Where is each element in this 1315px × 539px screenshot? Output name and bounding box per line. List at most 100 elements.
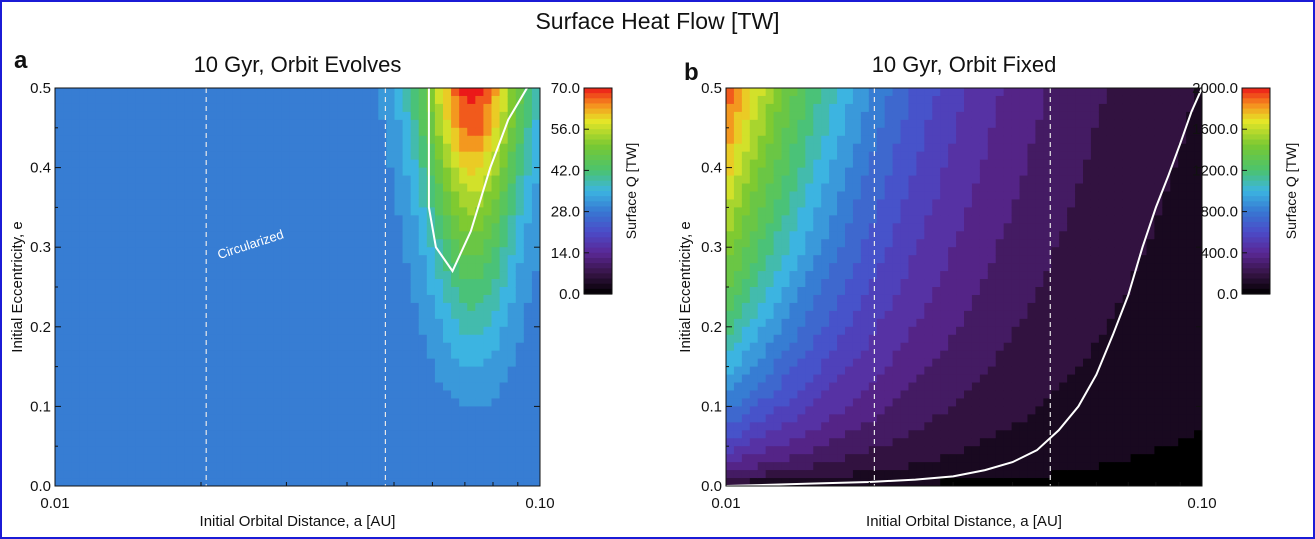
heatmap-cell [281, 159, 291, 169]
heatmap-cell [837, 127, 846, 137]
heatmap-cell [329, 287, 339, 296]
heatmap-cell [184, 167, 194, 177]
heatmap-cell [160, 398, 169, 407]
heatmap-cell [1011, 294, 1021, 304]
heatmap-cell [531, 294, 540, 304]
heatmap-cell [434, 231, 444, 240]
heatmap-cell [451, 231, 460, 240]
heatmap-cell [337, 263, 347, 272]
heatmap-cell [852, 271, 862, 280]
heatmap-cell [224, 454, 234, 463]
heatmap-cell [876, 127, 886, 137]
heatmap-cell [892, 279, 902, 288]
heatmap-cell [813, 199, 822, 208]
heatmap-cell [523, 239, 533, 248]
heatmap-cell [507, 470, 517, 479]
heatmap-cell [443, 199, 452, 208]
heatmap-cell [868, 151, 878, 161]
heatmap-cell [443, 454, 452, 463]
heatmap-cell [805, 135, 814, 145]
heatmap-cell [354, 111, 363, 121]
heatmap-cell [821, 103, 830, 113]
heatmap-cell [232, 207, 242, 216]
heatmap-cell [499, 255, 509, 264]
heatmap-cell [192, 454, 202, 463]
heatmap-cell [507, 231, 517, 240]
heatmap-cell [79, 167, 88, 177]
heatmap-cell [378, 88, 388, 97]
heatmap-cell [781, 135, 791, 145]
heatmap-cell [531, 478, 540, 486]
heatmap-cell [892, 119, 902, 129]
heatmap-cell [79, 215, 88, 224]
heatmap-cell [741, 390, 751, 400]
heatmap-cell [523, 310, 533, 320]
heatmap-cell [908, 287, 917, 296]
heatmap-cell [531, 406, 540, 415]
heatmap-cell [924, 414, 933, 423]
heatmap-cell [789, 326, 798, 336]
heatmap-cell [208, 143, 218, 153]
heatmap-cell [200, 127, 210, 137]
heatmap-cell [273, 390, 282, 400]
heatmap-cell [757, 454, 767, 463]
heatmap-cell [160, 103, 169, 113]
heatmap-cell [483, 406, 493, 415]
heatmap-cell [515, 167, 525, 177]
heatmap-cell [995, 406, 1005, 415]
heatmap-cell [305, 263, 315, 272]
heatmap-cell [370, 446, 379, 455]
heatmap-cell [483, 350, 493, 360]
heatmap-cell [184, 334, 194, 344]
heatmap-cell [987, 231, 997, 240]
heatmap-cell [208, 310, 218, 320]
heatmap-cell [733, 430, 743, 439]
heatmap-cell [152, 95, 161, 105]
heatmap-cell [426, 334, 436, 344]
heatmap-cell [55, 183, 64, 193]
heatmap-cell [337, 382, 347, 392]
heatmap-cell [852, 263, 862, 272]
heatmap-cell [829, 438, 838, 447]
heatmap-cell [979, 159, 989, 169]
heatmap-cell [868, 334, 878, 344]
heatmap-cell [948, 398, 957, 407]
heatmap-cell [127, 207, 137, 216]
heatmap-cell [103, 366, 113, 376]
heatmap-cell [467, 358, 476, 368]
heatmap-cell [884, 422, 894, 431]
heatmap-cell [491, 159, 501, 169]
heatmap-cell [273, 223, 282, 232]
heatmap-cell [837, 175, 846, 185]
heatmap-cell [813, 350, 822, 360]
heatmap-cell [900, 279, 910, 288]
heatmap-cell [402, 159, 412, 169]
heatmap-cell [160, 446, 169, 455]
heatmap-cell [1011, 478, 1021, 486]
heatmap-cell [160, 231, 169, 240]
heatmap-cell [329, 398, 339, 407]
heatmap-cell [370, 167, 379, 177]
heatmap-cell [111, 358, 121, 368]
heatmap-cell [184, 446, 194, 455]
heatmap-cell [265, 183, 274, 193]
heatmap-cell [257, 390, 266, 400]
heatmap-cell [979, 302, 989, 312]
heatmap-cell [143, 215, 153, 224]
heatmap-cell [805, 366, 814, 376]
heatmap-cell [908, 207, 917, 216]
heatmap-cell [1019, 398, 1029, 407]
heatmap-cell [111, 231, 121, 240]
heatmap-cell [249, 422, 258, 431]
heatmap-cell [876, 111, 886, 121]
heatmap-cell [394, 279, 404, 288]
heatmap-cell [402, 143, 412, 153]
heatmap-cell [394, 175, 404, 185]
heatmap-cell [402, 318, 412, 328]
heatmap-cell [87, 350, 97, 360]
heatmap-cell [852, 430, 862, 439]
heatmap-cell [531, 119, 540, 129]
heatmap-cell [63, 127, 72, 137]
heatmap-field [55, 88, 540, 486]
heatmap-cell [852, 366, 862, 376]
